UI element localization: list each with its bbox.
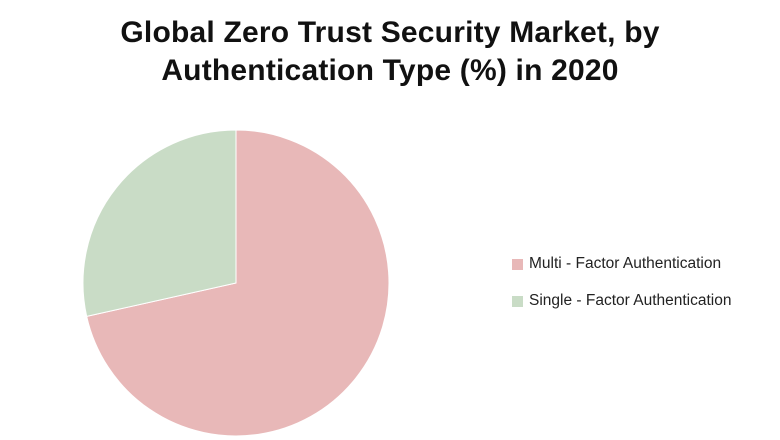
pie-slices — [82, 129, 390, 437]
legend-swatch-multi-factor — [512, 258, 523, 270]
legend: Multi - Factor Authentication Single - F… — [512, 252, 778, 326]
chart-title: Global Zero Trust Security Market, by Au… — [0, 14, 780, 90]
legend-item-single-factor: Single - Factor Authentication — [512, 289, 778, 313]
pie-slice-single-factor — [82, 129, 237, 317]
legend-item-multi-factor: Multi - Factor Authentication — [512, 252, 778, 276]
legend-label-single-factor: Single - Factor Authentication — [529, 292, 732, 309]
chart-title-line-1: Global Zero Trust Security Market, by — [120, 16, 660, 49]
chart-title-line-2: Authentication Type (%) in 2020 — [161, 54, 619, 87]
legend-swatch-single-factor — [512, 295, 523, 307]
pie-slice-multi-factor — [86, 129, 390, 437]
legend-label-multi-factor: Multi - Factor Authentication — [529, 255, 722, 272]
